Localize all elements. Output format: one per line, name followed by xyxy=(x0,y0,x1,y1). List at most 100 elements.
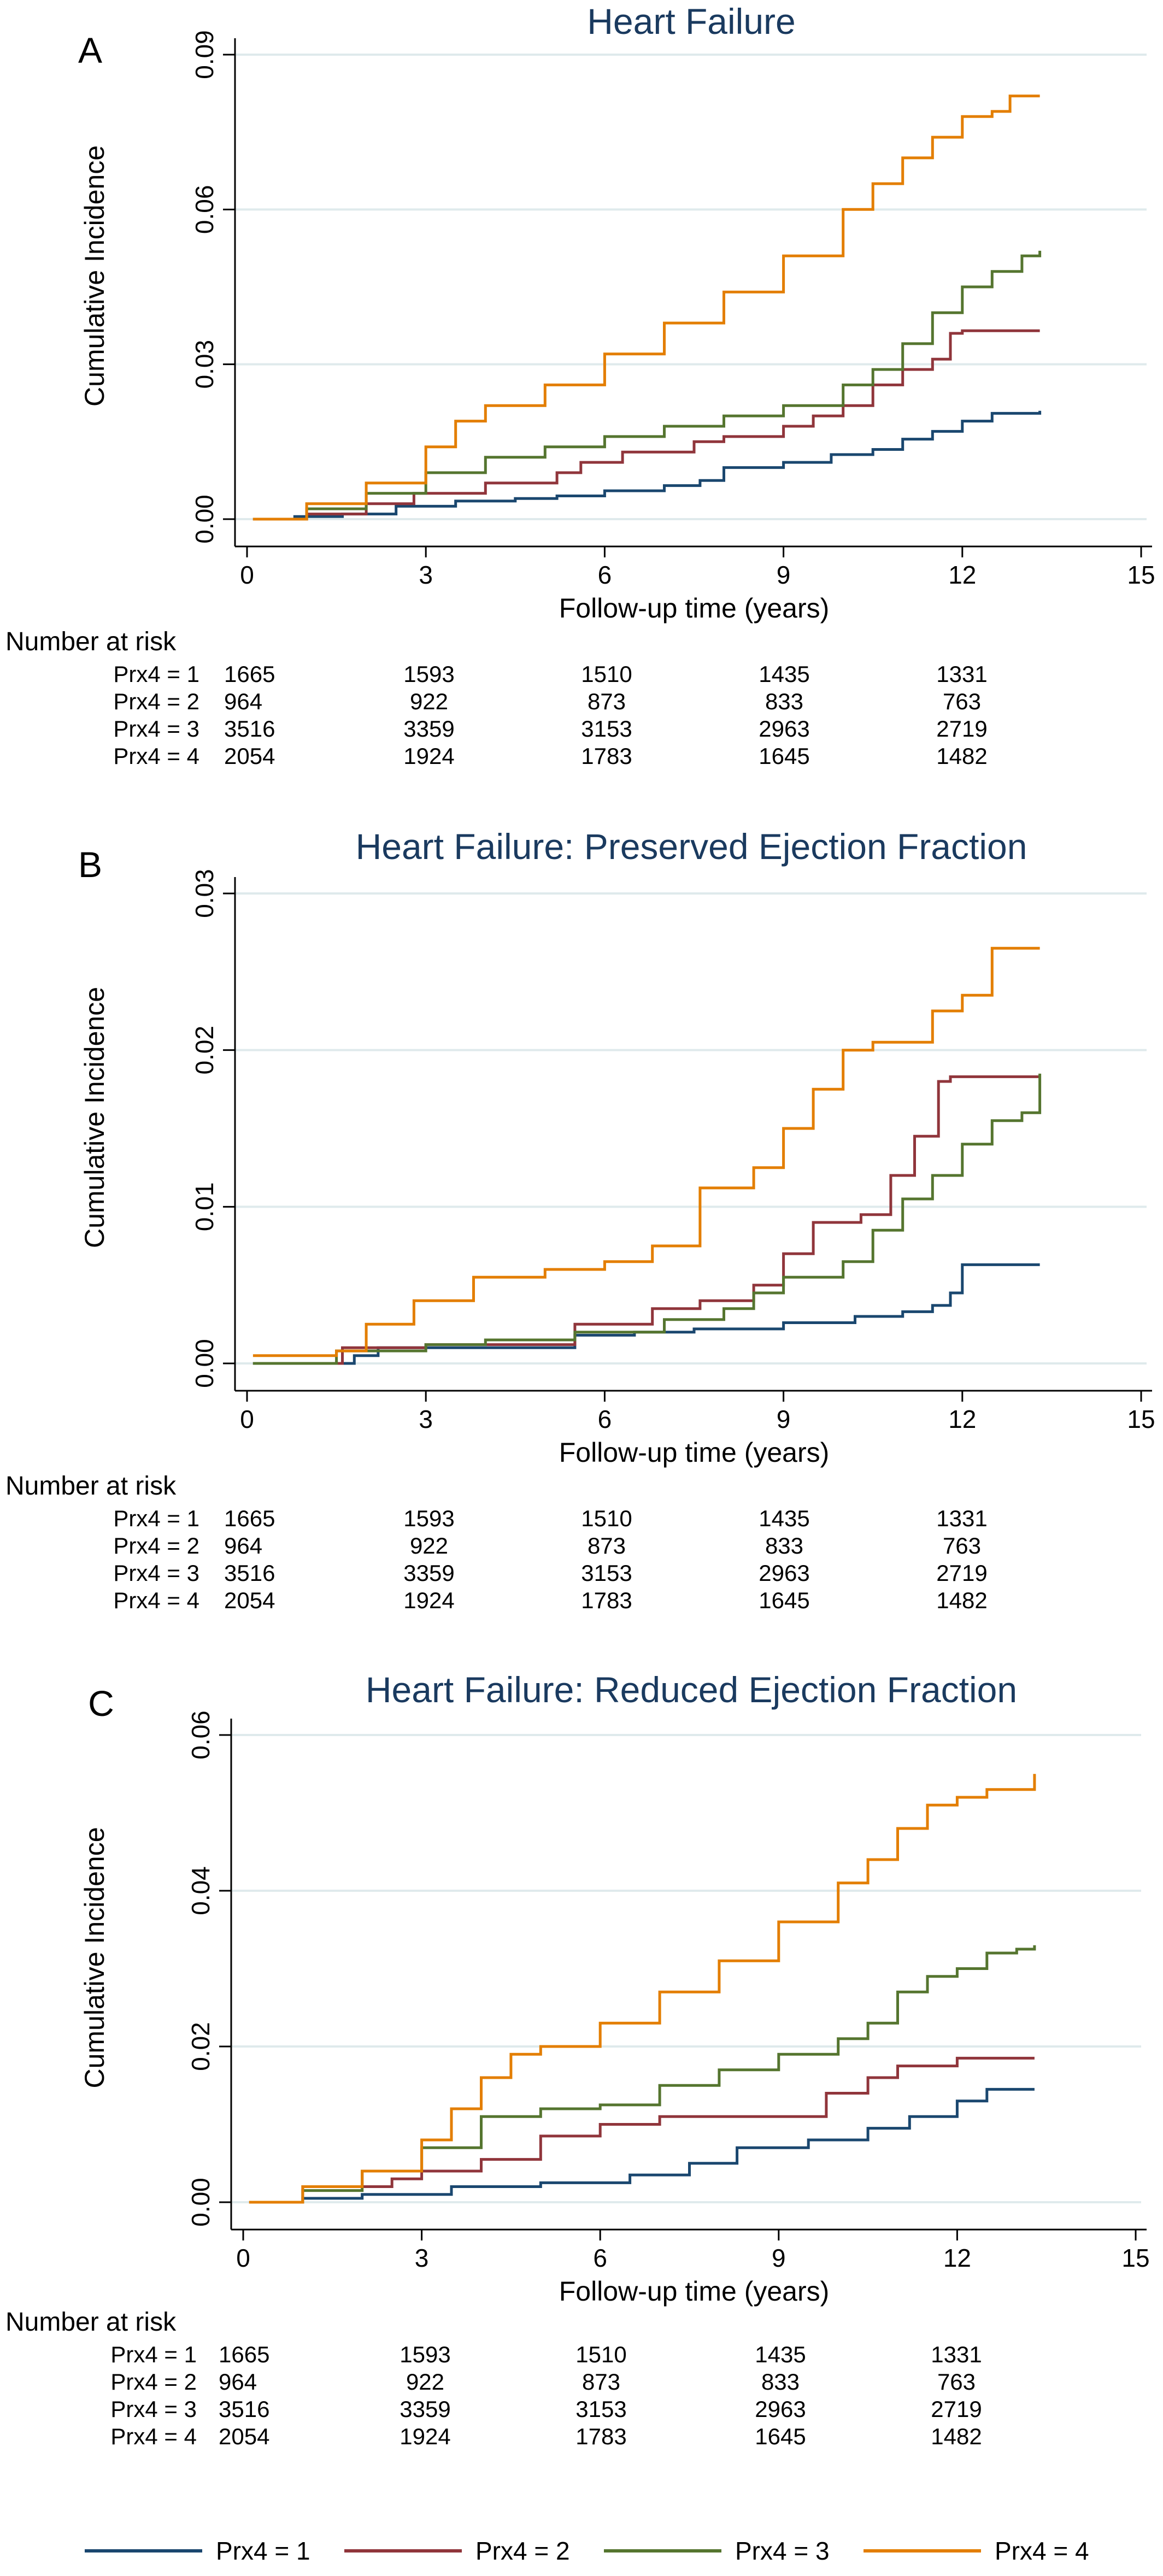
risk-value: 3153 xyxy=(575,2396,626,2422)
risk-value: 3153 xyxy=(581,716,632,742)
risk-value: 873 xyxy=(588,689,626,714)
risk-value: 1783 xyxy=(581,1587,632,1613)
chart-title: Heart Failure: Preserved Ejection Fracti… xyxy=(356,826,1027,867)
risk-value: 3516 xyxy=(224,716,275,742)
x-tick-label: 3 xyxy=(415,2244,429,2272)
risk-value: 1783 xyxy=(575,2424,626,2449)
risk-value: 3516 xyxy=(224,1560,275,1586)
risk-value: 1482 xyxy=(936,1587,987,1613)
panel-letter: C xyxy=(88,1683,114,1724)
risk-row-label: Prx4 = 2 xyxy=(113,689,199,714)
x-tick-label: 9 xyxy=(777,1405,791,1433)
chart-panel-c: C Heart Failure: Reduced Ejection Fractio… xyxy=(5,1669,1150,2449)
x-tick-label: 12 xyxy=(948,561,976,589)
risk-value: 873 xyxy=(582,2369,620,2395)
risk-value: 964 xyxy=(224,689,262,714)
km-curve-prx4-3 xyxy=(252,1073,1042,1365)
km-curve-prx4-4 xyxy=(252,946,1040,1357)
legend: Prx4 = 1 Prx4 = 2 Prx4 = 3 Prx4 = 4 xyxy=(85,2537,1089,2565)
risk-value: 922 xyxy=(406,2369,444,2395)
risk-value: 1435 xyxy=(755,2342,806,2367)
y-tick-label: 0.00 xyxy=(186,2178,215,2227)
risk-value: 1435 xyxy=(759,661,809,687)
risk-value: 922 xyxy=(410,1533,448,1558)
y-tick-label: 0.01 xyxy=(190,1183,219,1232)
y-tick-label: 0.00 xyxy=(190,1339,219,1388)
y-tick-label: 0.06 xyxy=(186,1710,215,1760)
y-tick-label: 0.04 xyxy=(186,1866,215,1915)
risk-value: 2963 xyxy=(759,1560,809,1586)
y-tick-label: 0.03 xyxy=(190,869,219,918)
legend-label: Prx4 = 2 xyxy=(475,2537,570,2565)
chart-title: Heart Failure xyxy=(587,1,795,42)
km-curve-prx4-2 xyxy=(252,1075,1040,1365)
x-tick-label: 9 xyxy=(777,561,791,589)
km-curve-prx4-3 xyxy=(252,250,1042,521)
km-curve-prx4-4 xyxy=(252,95,1040,521)
y-tick-label: 0.09 xyxy=(190,30,219,79)
risk-value: 3359 xyxy=(403,1560,454,1586)
km-curve-prx4-4 xyxy=(249,1774,1036,2204)
x-tick-label: 3 xyxy=(419,1405,433,1433)
y-tick-label: 0.02 xyxy=(190,1026,219,1075)
y-axis-label: Cumulative Incidence xyxy=(79,1827,110,2088)
risk-value: 833 xyxy=(765,689,803,714)
risk-value: 1665 xyxy=(224,1505,275,1531)
risk-value: 1645 xyxy=(755,2424,806,2449)
risk-value: 873 xyxy=(588,1533,626,1558)
km-curve-prx4-3 xyxy=(249,1945,1036,2204)
risk-table: Number at risk Prx4 = 1 1665 1593 1510 1435 13… xyxy=(5,1472,988,1613)
y-tick-label: 0.03 xyxy=(190,340,219,389)
risk-value: 1593 xyxy=(403,1505,454,1531)
x-tick-label: 0 xyxy=(240,561,254,589)
risk-row-label: Prx4 = 1 xyxy=(113,661,199,687)
risk-row-label: Prx4 = 4 xyxy=(113,743,199,769)
chart-title: Heart Failure: Reduced Ejection Fraction xyxy=(366,1669,1017,1710)
km-curve-prx4-2 xyxy=(249,2056,1035,2204)
risk-row-label: Prx4 = 4 xyxy=(113,1587,199,1613)
risk-table: Number at risk Prx4 = 1 1665 1593 1510 1435 13… xyxy=(5,2308,982,2449)
risk-row-label: Prx4 = 1 xyxy=(113,1505,199,1531)
risk-row-label: Prx4 = 3 xyxy=(113,1560,199,1586)
risk-value: 763 xyxy=(943,1533,981,1558)
chart-panel-b: B Heart Failure: Preserved Ejection Fract… xyxy=(5,826,1155,1613)
risk-value: 2719 xyxy=(936,1560,987,1586)
legend-label: Prx4 = 4 xyxy=(995,2537,1089,2565)
y-tick-label: 0.00 xyxy=(190,495,219,544)
x-tick-label: 6 xyxy=(593,2244,607,2272)
x-tick-label: 15 xyxy=(1127,1405,1155,1433)
risk-row-label: Prx4 = 3 xyxy=(110,2396,197,2422)
risk-value: 1645 xyxy=(759,743,809,769)
risk-value: 833 xyxy=(761,2369,800,2395)
risk-value: 922 xyxy=(410,689,448,714)
risk-value: 964 xyxy=(219,2369,257,2395)
x-tick-label: 9 xyxy=(772,2244,786,2272)
risk-value: 1331 xyxy=(931,2342,982,2367)
risk-value: 3516 xyxy=(219,2396,269,2422)
risk-value: 1783 xyxy=(581,743,632,769)
risk-value: 1510 xyxy=(581,1505,632,1531)
risk-row-label: Prx4 = 3 xyxy=(113,716,199,742)
risk-row-label: Prx4 = 2 xyxy=(113,1533,199,1558)
legend-label: Prx4 = 1 xyxy=(216,2537,310,2565)
risk-value: 2719 xyxy=(936,716,987,742)
x-tick-label: 15 xyxy=(1121,2244,1149,2272)
risk-value: 2719 xyxy=(931,2396,982,2422)
risk-table-header: Number at risk xyxy=(5,1472,177,1501)
risk-row-label: Prx4 = 1 xyxy=(110,2342,197,2367)
x-axis-label: Follow-up time (years) xyxy=(559,593,830,624)
risk-row-label: Prx4 = 2 xyxy=(110,2369,197,2395)
x-tick-label: 3 xyxy=(419,561,433,589)
x-tick-label: 0 xyxy=(240,1405,254,1433)
y-axis-label: Cumulative Incidence xyxy=(79,145,110,407)
risk-value: 1510 xyxy=(581,661,632,687)
x-tick-label: 6 xyxy=(598,561,612,589)
risk-value: 763 xyxy=(937,2369,976,2395)
km-curve-prx4-2 xyxy=(252,329,1040,521)
risk-value: 1593 xyxy=(403,661,454,687)
risk-value: 833 xyxy=(765,1533,803,1558)
risk-value: 1331 xyxy=(936,1505,987,1531)
panel-letter: B xyxy=(78,844,102,885)
risk-value: 1665 xyxy=(219,2342,269,2367)
